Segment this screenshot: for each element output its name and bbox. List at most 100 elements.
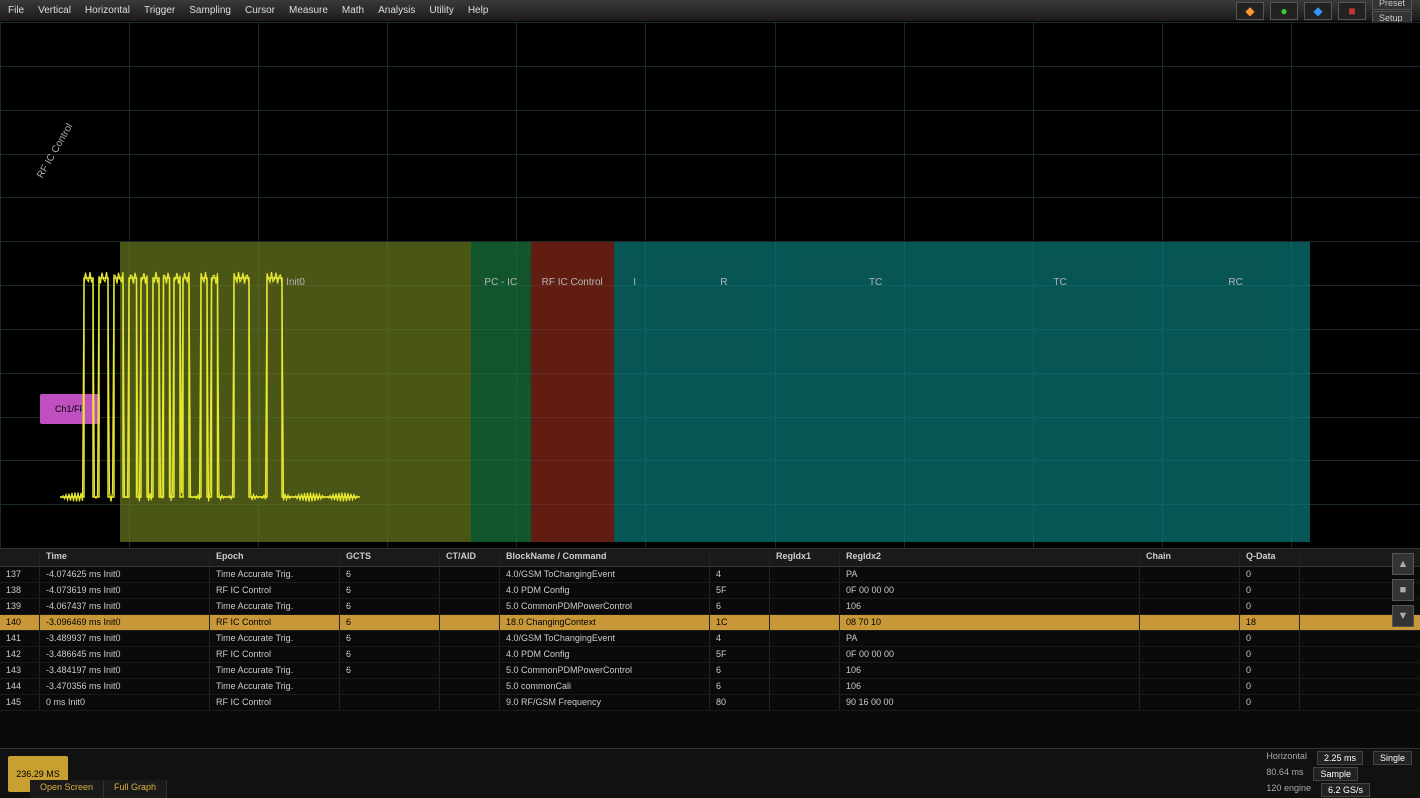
- table-cell: 4: [710, 567, 770, 582]
- col-chain[interactable]: Chain: [1140, 549, 1240, 566]
- col-cmd[interactable]: [710, 549, 770, 566]
- table-cell: PA: [840, 631, 1140, 646]
- table-cell: 4.0 PDM Config: [500, 647, 710, 662]
- col-time[interactable]: Time: [40, 549, 210, 566]
- table-cell: [440, 615, 500, 630]
- table-cell: -3.489937 ms Init0: [40, 631, 210, 646]
- table-cell: 143: [0, 663, 40, 678]
- table-cell: RF IC Control: [210, 695, 340, 710]
- table-row[interactable]: 142-3.486645 ms Init0RF IC Control64.0 P…: [0, 647, 1420, 663]
- table-cell: -3.486645 ms Init0: [40, 647, 210, 662]
- table-cell: 0: [1240, 583, 1300, 598]
- decode-zone: RF IC Control: [531, 242, 614, 542]
- channel-marker[interactable]: Ch1/FF: [40, 394, 100, 424]
- toolbar-icon-4[interactable]: ■: [1338, 2, 1366, 20]
- decode-zone: Init0: [120, 242, 471, 542]
- menu-help[interactable]: Help: [468, 5, 489, 16]
- table-cell: -3.096469 ms Init0: [40, 615, 210, 630]
- tab-full-graph[interactable]: Full Graph: [104, 780, 167, 798]
- menu-analysis[interactable]: Analysis: [378, 5, 415, 16]
- col-ctaid[interactable]: CT/AID: [440, 549, 500, 566]
- table-row[interactable]: 137-4.074625 ms Init0Time Accurate Trig.…: [0, 567, 1420, 583]
- table-cell: 18: [1240, 615, 1300, 630]
- col-gcts[interactable]: GCTS: [340, 549, 440, 566]
- single-button[interactable]: Single: [1373, 751, 1412, 765]
- zone-label: Init0: [286, 277, 305, 288]
- zone-label: TC: [869, 277, 882, 288]
- menu-math[interactable]: Math: [342, 5, 364, 16]
- table-cell: 08 70 10: [840, 615, 1140, 630]
- table-cell: [440, 631, 500, 646]
- decode-zone: TC: [959, 242, 1161, 542]
- zone-label: R: [720, 277, 727, 288]
- table-cell: 6: [340, 599, 440, 614]
- table-cell: 106: [840, 663, 1140, 678]
- table-cell: -3.470356 ms Init0: [40, 679, 210, 694]
- col-qdata[interactable]: Q-Data: [1240, 549, 1300, 566]
- table-cell: 5F: [710, 583, 770, 598]
- table-row[interactable]: 139-4.067437 ms Init0Time Accurate Trig.…: [0, 599, 1420, 615]
- table-cell: -4.073619 ms Init0: [40, 583, 210, 598]
- table-cell: 9.0 RF/GSM Frequency: [500, 695, 710, 710]
- menu-trigger[interactable]: Trigger: [144, 5, 175, 16]
- sample-button[interactable]: Sample: [1313, 767, 1358, 781]
- preset-button[interactable]: Preset: [1372, 0, 1412, 10]
- table-cell: [1140, 695, 1240, 710]
- menu-horizontal[interactable]: Horizontal: [85, 5, 130, 16]
- table-row[interactable]: 143-3.484197 ms Init0Time Accurate Trig.…: [0, 663, 1420, 679]
- table-cell: 5F: [710, 647, 770, 662]
- table-cell: 142: [0, 647, 40, 662]
- table-cell: [340, 679, 440, 694]
- trigger-value: 80.64 ms: [1266, 767, 1303, 781]
- scroll-down-button[interactable]: ▼: [1392, 605, 1414, 627]
- toolbar-icon-1[interactable]: ◆: [1236, 2, 1264, 20]
- table-cell: 4.0 PDM Config: [500, 583, 710, 598]
- col-epoch[interactable]: Epoch: [210, 549, 340, 566]
- table-row[interactable]: 141-3.489937 ms Init0Time Accurate Trig.…: [0, 631, 1420, 647]
- toolbar-icon-3[interactable]: ◆: [1304, 2, 1332, 20]
- table-cell: 90 16 00 00: [840, 695, 1140, 710]
- col-reg1[interactable]: RegIdx1: [770, 549, 840, 566]
- menu-cursor[interactable]: Cursor: [245, 5, 275, 16]
- table-cell: 5.0 CommonPDMPowerControl: [500, 599, 710, 614]
- table-cell: 4: [710, 631, 770, 646]
- horizontal-value[interactable]: 2.25 ms: [1317, 751, 1363, 765]
- menu-vertical[interactable]: Vertical: [38, 5, 71, 16]
- menu-sampling[interactable]: Sampling: [189, 5, 231, 16]
- scroll-thumb[interactable]: ■: [1392, 579, 1414, 601]
- table-cell: Time Accurate Trig.: [210, 599, 340, 614]
- menu-file[interactable]: File: [8, 5, 24, 16]
- col-block[interactable]: BlockName / Command: [500, 549, 710, 566]
- menu-utility[interactable]: Utility: [429, 5, 453, 16]
- zone-label: TC: [1053, 277, 1066, 288]
- col-reg2[interactable]: RegIdx2: [840, 549, 1140, 566]
- menu-measure[interactable]: Measure: [289, 5, 328, 16]
- tab-open-screen[interactable]: Open Screen: [30, 780, 104, 798]
- table-cell: [440, 583, 500, 598]
- axis-label: RF IC Control: [35, 122, 75, 180]
- table-cell: Time Accurate Trig.: [210, 679, 340, 694]
- table-cell: 6: [340, 583, 440, 598]
- table-cell: 0: [1240, 695, 1300, 710]
- table-cell: -4.067437 ms Init0: [40, 599, 210, 614]
- table-cell: 0 ms Init0: [40, 695, 210, 710]
- table-row[interactable]: 140-3.096469 ms Init0RF IC Control618.0 …: [0, 615, 1420, 631]
- table-cell: 138: [0, 583, 40, 598]
- table-cell: 6: [710, 663, 770, 678]
- table-row[interactable]: 138-4.073619 ms Init0RF IC Control64.0 P…: [0, 583, 1420, 599]
- table-cell: RF IC Control: [210, 615, 340, 630]
- table-row[interactable]: 144-3.470356 ms Init0Time Accurate Trig.…: [0, 679, 1420, 695]
- status-readout: Horizontal 2.25 ms Single 80.64 ms Sampl…: [1266, 751, 1412, 797]
- col-idx[interactable]: [0, 549, 40, 566]
- table-cell: 4.0/GSM ToChangingEvent: [500, 631, 710, 646]
- toolbar-icon-2[interactable]: ●: [1270, 2, 1298, 20]
- waveform-display[interactable]: RF IC Control Ch1/FF Init0PC - ICRF IC C…: [0, 22, 1420, 548]
- table-cell: 144: [0, 679, 40, 694]
- table-cell: 6: [340, 615, 440, 630]
- table-row[interactable]: 1450 ms Init0RF IC Control9.0 RF/GSM Fre…: [0, 695, 1420, 711]
- decode-zone: PC - IC: [471, 242, 531, 542]
- table-cell: [440, 647, 500, 662]
- table-cell: 4.0/GSM ToChangingEvent: [500, 567, 710, 582]
- table-cell: 6: [340, 663, 440, 678]
- scroll-up-button[interactable]: ▲: [1392, 553, 1414, 575]
